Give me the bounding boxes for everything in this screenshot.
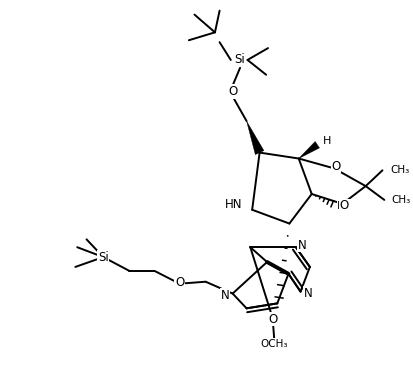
Text: CH₃: CH₃ <box>392 195 411 205</box>
Text: H: H <box>337 201 346 211</box>
Text: CH₃: CH₃ <box>390 165 409 175</box>
Text: OCH₃: OCH₃ <box>261 339 288 349</box>
Polygon shape <box>299 142 319 159</box>
Text: N: N <box>298 239 307 252</box>
Text: O: O <box>228 85 237 98</box>
Text: N: N <box>304 287 312 300</box>
Text: HN: HN <box>225 198 242 211</box>
Text: O: O <box>268 313 277 326</box>
Text: O: O <box>331 160 341 173</box>
Text: O: O <box>339 199 349 212</box>
Polygon shape <box>247 121 264 154</box>
Text: Si: Si <box>235 53 245 67</box>
Text: H: H <box>323 136 331 146</box>
Text: Si: Si <box>98 250 109 264</box>
Text: N: N <box>221 289 230 302</box>
Text: O: O <box>175 276 184 289</box>
